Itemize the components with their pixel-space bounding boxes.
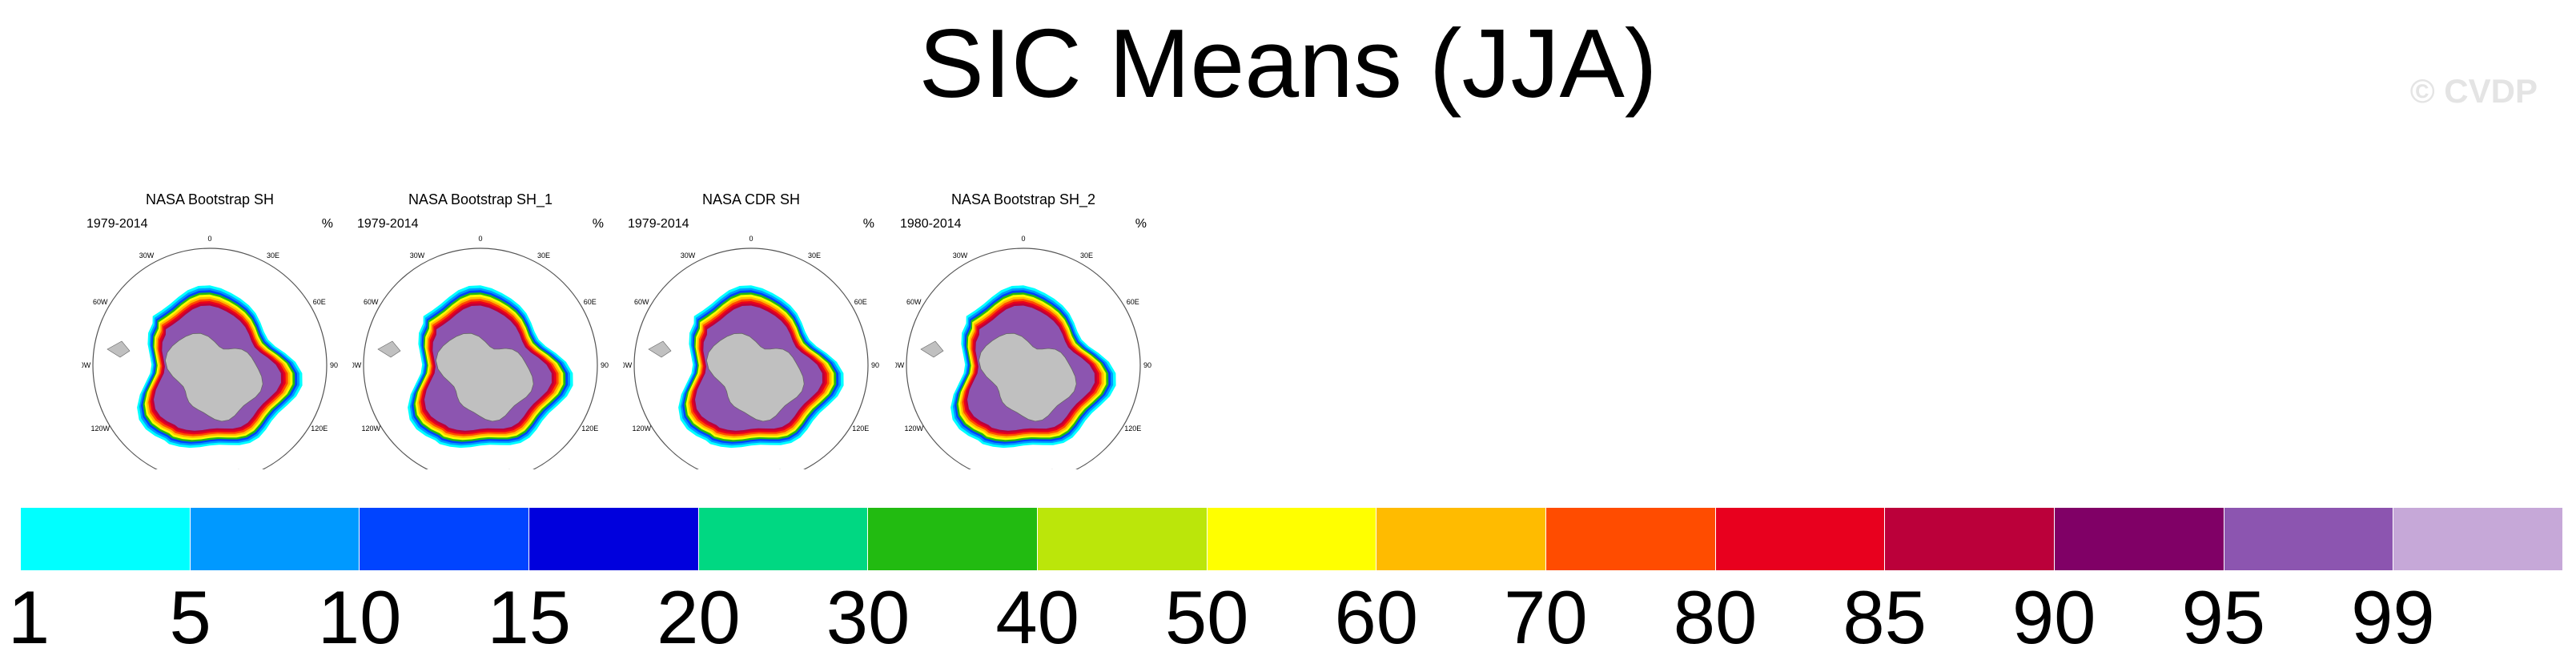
colorbar-segment: [1038, 508, 1208, 570]
longitude-label: 120E: [581, 425, 598, 433]
longitude-label: 0: [749, 235, 753, 243]
south-america-landmass: [920, 340, 944, 358]
longitude-label: 30W: [410, 252, 425, 260]
colorbar-label: 15: [487, 575, 572, 659]
page-title: SIC Means (JJA): [918, 9, 1658, 118]
longitude-label: 90W: [623, 361, 633, 369]
watermark: © CVDP: [2409, 72, 2538, 110]
panel-unit: %: [862, 217, 874, 231]
colorbar-segment: [1207, 508, 1377, 570]
colorbar-segment: [2393, 508, 2563, 570]
polar-stereographic-map: 030E60E90E120E150E180150W120W90W60W30W: [623, 235, 879, 469]
panel-title: NASA CDR SH: [701, 191, 801, 207]
colorbar-label: 99: [2351, 575, 2435, 659]
longitude-label: 120W: [904, 425, 923, 433]
colorbar-label: 5: [169, 575, 211, 659]
panel-unit: %: [592, 217, 604, 231]
longitude-label: 60E: [584, 298, 597, 306]
colorbar-label: 85: [1843, 575, 1927, 659]
polar-stereographic-map: 030E60E90E120E150E180150W120W90W60W30W: [82, 235, 338, 469]
panel-unit: %: [321, 217, 333, 231]
longitude-label: 60E: [854, 298, 867, 306]
colorbar-segment: [190, 508, 360, 570]
map-panel: NASA Bootstrap SH 1979-2014% 0 30E 60E 90E 120…: [82, 189, 338, 469]
colorbar-segment: [1376, 508, 1547, 570]
map-panel: NASA Bootstrap SH_2 1980-2014% 0 30E 60E 90E 1…: [895, 189, 1151, 469]
longitude-label: 60W: [93, 298, 108, 306]
longitude-label: 90W: [82, 361, 91, 369]
longitude-label: 30W: [681, 252, 696, 260]
polar-stereographic-map: 030E60E90E120E150E180150W120W90W60W30W: [895, 235, 1151, 469]
colorbar-segment: [529, 508, 699, 570]
south-america-landmass: [648, 340, 672, 358]
colorbar-label: 1: [7, 575, 50, 659]
colorbar-label: 60: [1334, 575, 1419, 659]
colorbar-segment: [868, 508, 1039, 570]
antarctica-landmass: [705, 332, 805, 422]
colorbar-segment: [1546, 508, 1716, 570]
longitude-label: 60E: [313, 298, 326, 306]
longitude-label: 120E: [311, 425, 328, 433]
longitude-label: 120W: [361, 425, 380, 433]
colorbar-label: 10: [317, 575, 402, 659]
antarctica-landmass: [435, 332, 534, 422]
colorbar: [21, 508, 2563, 570]
longitude-label: 90E: [601, 361, 609, 369]
longitude-label: 30W: [953, 252, 968, 260]
longitude-label: 120E: [1124, 425, 1141, 433]
panel-unit: %: [1135, 217, 1147, 231]
colorbar-segment: [360, 508, 530, 570]
longitude-label: 60W: [634, 298, 649, 306]
panel-period: 1979-2014: [628, 217, 689, 231]
colorbar-segment: [2055, 508, 2224, 570]
longitude-label: 0: [207, 235, 211, 243]
polar-stereographic-map: 030E60E90E120E150E180150W120W90W60W30W: [352, 235, 609, 469]
panel-period: 1979-2014: [357, 217, 419, 231]
longitude-label: 90E: [1143, 361, 1151, 369]
longitude-label: 90W: [352, 361, 362, 369]
longitude-label: 120E: [852, 425, 869, 433]
colorbar-label: 95: [2181, 575, 2266, 659]
colorbar-labels: 1 5 10 15 20 30 40 50 60 70 80 85 90 95 99: [8, 573, 2562, 662]
colorbar-label: 50: [1164, 575, 1249, 659]
longitude-label: 30E: [1080, 252, 1093, 260]
colorbar-label: 70: [1504, 575, 1588, 659]
colorbar-segment: [1885, 508, 2056, 570]
longitude-label: 30E: [267, 252, 279, 260]
antarctica-landmass: [164, 332, 263, 422]
panel-period: 1980-2014: [900, 217, 962, 231]
south-america-landmass: [106, 340, 131, 358]
panel-title: NASA Bootstrap SH: [145, 191, 275, 207]
longitude-label: 90E: [871, 361, 879, 369]
longitude-label: 120W: [90, 425, 110, 433]
panel-title: NASA Bootstrap SH_2: [950, 191, 1096, 207]
colorbar-segment: [21, 508, 191, 570]
longitude-label: 60W: [906, 298, 922, 306]
longitude-label: 30E: [537, 252, 550, 260]
longitude-label: 30W: [139, 252, 155, 260]
panel-period: 1979-2014: [86, 217, 148, 231]
map-panel: NASA Bootstrap SH_1 1979-2014% 0 30E 60E 90E 1…: [352, 189, 609, 469]
longitude-label: 120W: [632, 425, 651, 433]
colorbar-segment: [698, 508, 869, 570]
longitude-label: 0: [478, 235, 482, 243]
longitude-label: 60E: [1127, 298, 1139, 306]
longitude-label: 90E: [330, 361, 338, 369]
map-panel: NASA CDR SH1979-2014%030E60E90E120E150E1…: [623, 189, 879, 469]
colorbar-segment: [2224, 508, 2394, 570]
colorbar-label: 90: [2011, 575, 2096, 659]
colorbar-label: 30: [826, 575, 910, 659]
antarctica-landmass: [978, 332, 1077, 422]
longitude-label: 60W: [364, 298, 379, 306]
colorbar-label: 80: [1673, 575, 1758, 659]
longitude-label: 0: [1021, 235, 1025, 243]
panel-title: NASA Bootstrap SH_1: [408, 191, 553, 207]
longitude-label: 90W: [895, 361, 905, 369]
colorbar-label: 20: [657, 575, 741, 659]
south-america-landmass: [377, 340, 401, 358]
longitude-label: 30E: [808, 252, 821, 260]
colorbar-segment: [1715, 508, 1886, 570]
colorbar-label: 40: [995, 575, 1079, 659]
